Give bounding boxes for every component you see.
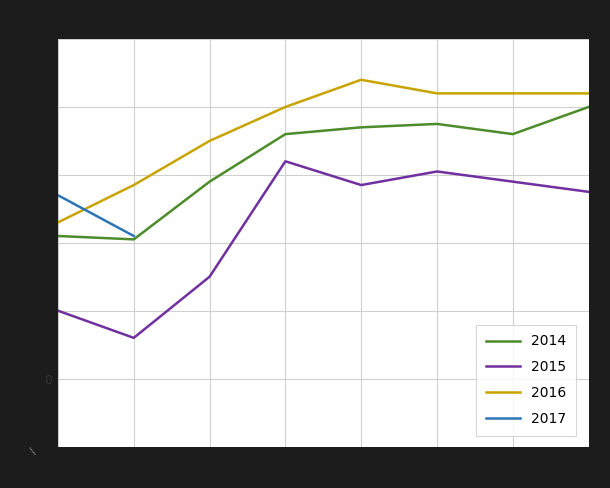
Text: /: / xyxy=(29,447,38,456)
2015 xyxy=(509,179,517,184)
2015 xyxy=(282,158,289,164)
2014 xyxy=(282,131,289,137)
2014 xyxy=(357,124,365,130)
Legend: 2014, 2015, 2016, 2017: 2014, 2015, 2016, 2017 xyxy=(476,325,576,435)
2015 xyxy=(433,168,440,174)
2017 xyxy=(130,233,137,239)
2016 xyxy=(585,90,592,96)
2015 xyxy=(357,182,365,188)
Line: 2014: 2014 xyxy=(58,107,589,240)
2015 xyxy=(206,274,213,280)
2014 xyxy=(54,233,62,239)
2014 xyxy=(509,131,517,137)
2016 xyxy=(54,220,62,225)
2015 xyxy=(130,335,137,341)
Line: 2016: 2016 xyxy=(58,80,589,223)
2014 xyxy=(206,179,213,184)
2014 xyxy=(433,121,440,127)
2016 xyxy=(509,90,517,96)
2015 xyxy=(585,189,592,195)
2016 xyxy=(130,182,137,188)
2014 xyxy=(585,104,592,110)
2016 xyxy=(433,90,440,96)
Line: 2015: 2015 xyxy=(58,161,589,338)
2016 xyxy=(206,138,213,144)
2016 xyxy=(282,104,289,110)
2014 xyxy=(130,237,137,243)
2017 xyxy=(54,192,62,198)
2015 xyxy=(54,308,62,314)
2016 xyxy=(357,77,365,83)
Line: 2017: 2017 xyxy=(58,195,134,236)
